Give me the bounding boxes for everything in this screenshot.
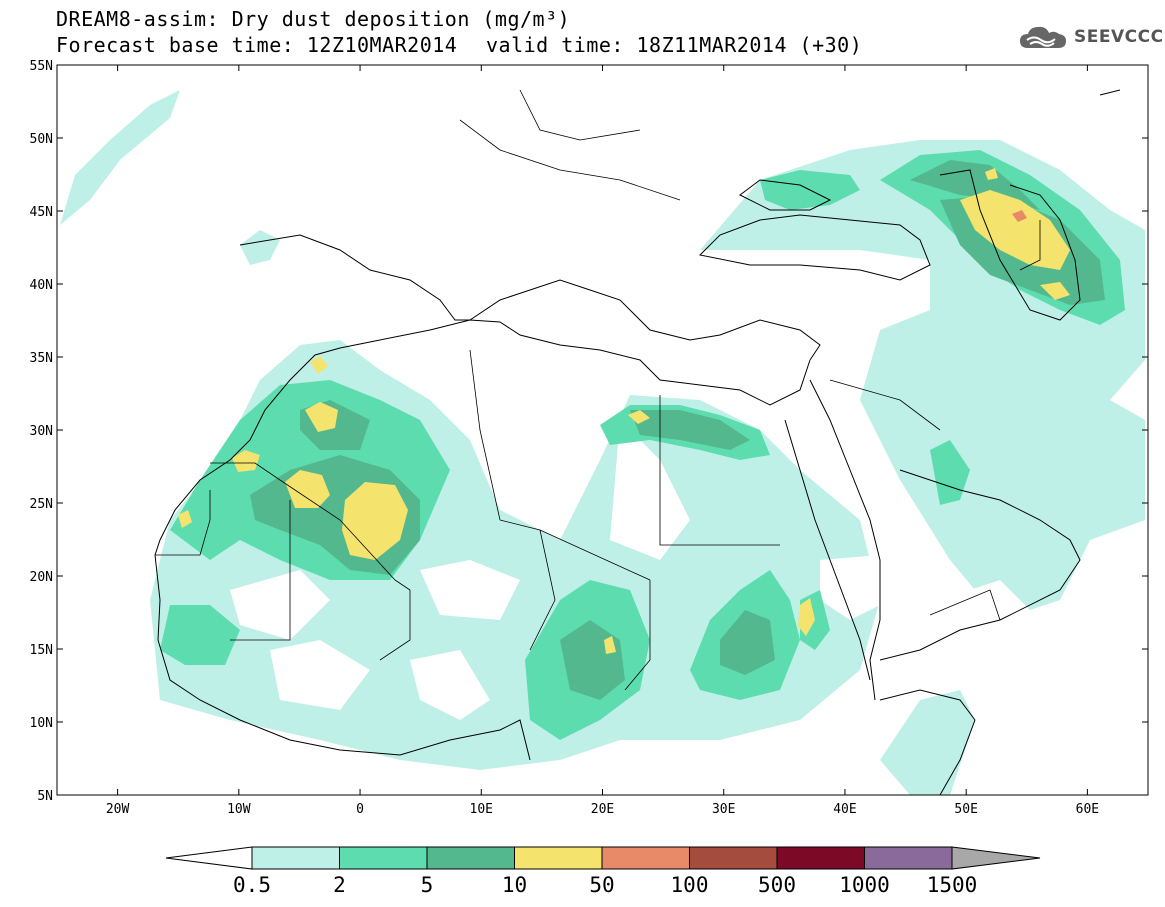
lon-label: 10W	[227, 802, 251, 817]
lat-label: 45N	[30, 205, 53, 220]
colorbar: 0.5 2 5 10 50 100 500 1000 1500	[165, 846, 1041, 897]
lat-label: 30N	[30, 424, 53, 439]
colorbar-swatch	[776, 846, 865, 870]
lat-label: 5N	[37, 789, 53, 804]
colorbar-label: 1000	[839, 873, 890, 897]
colorbar-swatch	[339, 846, 428, 870]
colorbar-under-arrow	[165, 846, 253, 870]
seevccc-logo: SEEVCCC	[1018, 24, 1164, 50]
time-line: Forecast base time: 12Z10MAR2014 valid ti…	[56, 33, 862, 57]
colorbar-label: 500	[758, 873, 796, 897]
colorbar-label: 5	[421, 873, 434, 897]
lon-label: 40E	[833, 802, 856, 817]
lat-label: 25N	[30, 497, 53, 512]
coastlines	[154, 89, 1121, 795]
logo-text: SEEVCCC	[1074, 27, 1164, 47]
colorbar-label: 1500	[927, 873, 978, 897]
lat-label: 35N	[30, 351, 53, 366]
lon-label: 30E	[712, 802, 735, 817]
lat-label: 55N	[30, 59, 53, 74]
valid-time: valid time: 18Z11MAR2014 (+30)	[486, 33, 863, 57]
longitude-axis: 20W 10W 0 10E 20E 30E 40E 50E 60E	[106, 65, 1099, 817]
lat-label: 15N	[30, 643, 53, 658]
colorbar-label: 50	[589, 873, 614, 897]
lat-label: 40N	[30, 278, 53, 293]
colorbar-label: 2	[333, 873, 346, 897]
map-title: DREAM8-assim: Dry dust deposition (mg/m³…	[56, 7, 571, 31]
colorbar-swatch	[426, 846, 515, 870]
lat-label: 10N	[30, 716, 53, 731]
lon-label: 20E	[591, 802, 614, 817]
lon-label: 10E	[470, 802, 493, 817]
lon-label: 60E	[1076, 802, 1099, 817]
lon-label: 0	[356, 802, 364, 817]
lon-label: 20W	[106, 802, 130, 817]
base-time: Forecast base time: 12Z10MAR2014	[56, 33, 458, 57]
colorbar-swatch	[514, 846, 603, 870]
lat-label: 20N	[30, 570, 53, 585]
level-50-fill	[1012, 210, 1027, 222]
cloud-icon	[1020, 26, 1066, 48]
colorbar-label: 10	[502, 873, 527, 897]
lat-label: 50N	[30, 132, 53, 147]
colorbar-swatch	[251, 846, 340, 870]
colorbar-label: 0.5	[233, 873, 271, 897]
lon-label: 50E	[954, 802, 977, 817]
colorbar-swatch	[864, 846, 953, 870]
country-borders	[155, 89, 1041, 691]
dust-fields	[60, 90, 1145, 795]
latitude-axis: 55N 50N 45N 40N 35N 30N 25N 20N 15N 10N 5N	[30, 59, 1148, 804]
colorbar-swatch	[689, 846, 778, 870]
colorbar-label: 100	[671, 873, 709, 897]
colorbar-swatch	[601, 846, 690, 870]
colorbar-over-arrow	[951, 846, 1041, 870]
